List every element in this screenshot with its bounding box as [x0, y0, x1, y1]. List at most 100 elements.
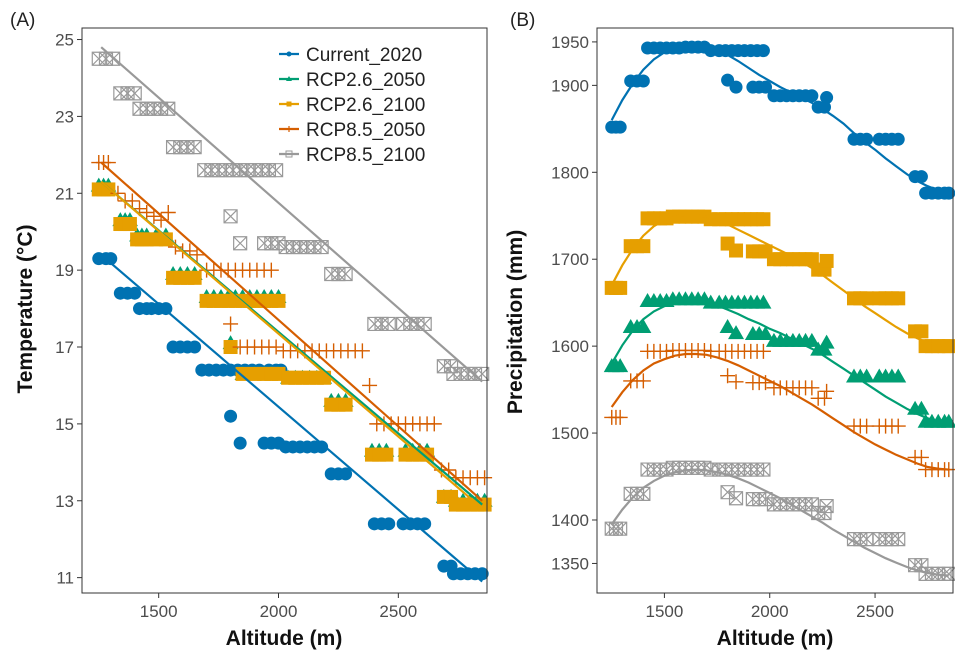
legend-marker [286, 101, 292, 107]
panel-b-plot-area [603, 40, 955, 581]
data-point [659, 343, 675, 359]
data-point [418, 517, 432, 531]
data-point [756, 212, 771, 227]
legend-label: RCP8.5_2050 [306, 120, 425, 141]
legend-label: Current_2020 [306, 45, 422, 66]
x-tick-label: 2000 [260, 602, 298, 621]
legend-label: RCP2.6_2100 [306, 95, 425, 116]
data-point [804, 380, 820, 396]
legend-marker [286, 76, 292, 81]
fit-line-Current_2020 [610, 44, 950, 195]
data-point [271, 236, 286, 251]
data-point [124, 193, 140, 209]
data-point [820, 91, 834, 105]
panel-b-y-axis-title: Precipitation (mm) [504, 230, 527, 414]
x-tick-label: 2000 [751, 602, 789, 621]
data-point [819, 253, 834, 268]
fit-line-RCP8.5_2100 [100, 46, 483, 383]
legend-item: RCP2.6_2050 [279, 70, 425, 91]
x-tick-label: 2500 [379, 602, 417, 621]
y-tick-label: 13 [55, 492, 74, 511]
data-point [354, 343, 370, 359]
data-point [913, 449, 929, 465]
data-point [803, 332, 820, 347]
data-point [223, 316, 239, 332]
data-point [858, 368, 875, 383]
data-point [819, 383, 835, 399]
legend-item: RCP8.5_2050 [279, 120, 425, 141]
series-RCP8.5_2100 [91, 51, 490, 382]
y-tick-label: 1700 [551, 250, 589, 269]
legend-marker [286, 126, 292, 132]
data-point [729, 80, 743, 94]
data-point [756, 44, 770, 58]
y-tick-label: 1350 [551, 554, 589, 573]
fit-line-RCP8.5_2100 [610, 468, 949, 577]
y-tick-label: 1400 [551, 511, 589, 530]
y-tick-label: 19 [55, 261, 74, 280]
data-point [756, 462, 771, 477]
data-point [891, 132, 905, 146]
series-RCP2.6_2050 [603, 291, 955, 428]
data-point [188, 340, 202, 354]
data-point [271, 293, 286, 308]
data-point [612, 409, 628, 425]
data-point [187, 270, 202, 285]
data-point [755, 343, 771, 359]
series-RCP2.6_2100 [91, 182, 492, 512]
data-point [729, 243, 744, 258]
data-point [940, 413, 955, 428]
data-point [235, 366, 250, 381]
data-point [859, 291, 874, 306]
data-point [728, 374, 744, 390]
data-point [189, 247, 205, 263]
data-point [263, 262, 279, 278]
data-point [719, 319, 736, 334]
data-point [636, 74, 650, 88]
panel-a: (A) 1500 2000 2500 11 13 15 17 19 21 23 25 Altitud… [10, 10, 493, 650]
panel-a-x-axis-title: Altitude (m) [226, 627, 343, 650]
y-tick-label: 1500 [551, 424, 589, 443]
legend-item: RCP8.5_2100 [279, 145, 425, 166]
fit-line-RCP8.5_2050 [610, 352, 949, 471]
data-point [757, 325, 774, 340]
data-point [122, 217, 137, 232]
data-point [223, 340, 238, 355]
data-point [139, 204, 155, 220]
data-point [818, 334, 835, 349]
data-point [728, 325, 745, 340]
data-point [635, 319, 652, 334]
y-tick-label: 1900 [551, 76, 589, 95]
data-point [819, 498, 834, 514]
data-point [146, 208, 162, 224]
plot-frame [596, 27, 954, 594]
panel-b-x-axis-title: Altitude (m) [717, 627, 834, 650]
data-point [315, 440, 329, 454]
data-point [477, 470, 493, 486]
data-point [110, 185, 126, 201]
legend-item: Current_2020 [279, 45, 422, 66]
data-point [127, 86, 142, 101]
data-point [759, 80, 773, 94]
data-point [913, 400, 930, 415]
y-tick-label: 23 [55, 107, 74, 126]
data-point [158, 232, 173, 247]
data-point [426, 416, 442, 432]
data-point [160, 204, 176, 220]
series-RCP8.5_2050 [604, 342, 955, 478]
legend: Current_2020 RCP2.6_2050 RCP2.6_2100 RCP8.5… [279, 45, 425, 166]
data-point [890, 418, 906, 434]
data-point [314, 239, 329, 255]
panel-b-axes: 1500 2000 2500 1350 1400 1500 1600 1700 1800 1900… [551, 27, 954, 621]
data-point [233, 236, 248, 251]
data-point [161, 101, 176, 116]
y-tick-label: 11 [56, 569, 74, 588]
panel-b-label: (B) [510, 10, 535, 31]
data-point [187, 140, 202, 155]
panel-b: (B) 1500 2000 2500 1350 1400 1500 1600 1700 1800… [504, 10, 955, 650]
panel-a-plot-area [90, 46, 493, 583]
data-point [720, 485, 735, 500]
data-point [382, 517, 396, 531]
panel-a-y-axis-title: Temperature (°C) [14, 224, 37, 393]
